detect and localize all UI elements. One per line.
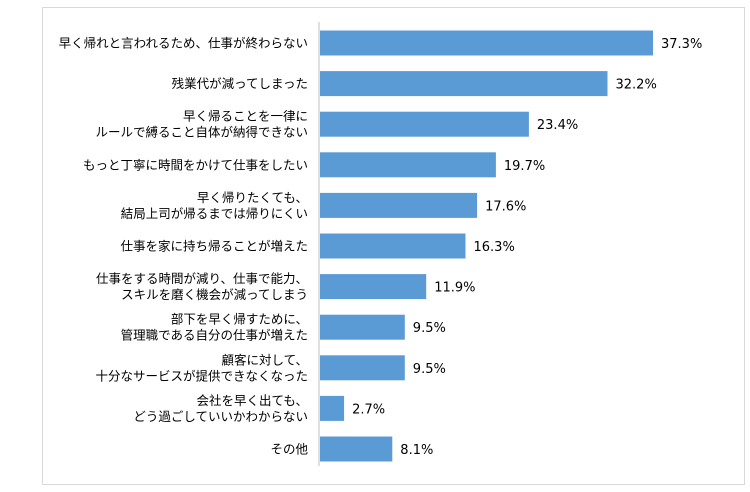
labels-layer: 37.3% 早く帰れと言われるため、仕事が終わらない 32.2% 残業代が減ってしまっ…: [59, 36, 703, 459]
category-label-10-line-1: 会社を早く出ても、: [196, 393, 308, 408]
value-label-4: 19.7%: [504, 159, 545, 174]
category-label-8-line-1: 部下を早く帰すために、: [171, 312, 308, 327]
bars-layer: [320, 30, 653, 462]
bar-9: [320, 355, 405, 381]
value-label-11: 8.1%: [400, 443, 433, 458]
value-label-5: 17.6%: [485, 199, 526, 214]
value-label-8: 9.5%: [413, 321, 446, 336]
bar-7: [320, 274, 427, 300]
category-label-2: 残業代が減ってしまった: [172, 76, 308, 91]
bar-3: [320, 111, 529, 137]
value-label-3: 23.4%: [537, 118, 578, 133]
category-label-1: 早く帰れと言われるため、仕事が終わらない: [59, 36, 308, 51]
category-label-4: もっと丁寧に時間をかけて仕事をしたい: [83, 157, 308, 172]
bar-11: [320, 436, 393, 462]
value-label-10: 2.7%: [352, 402, 385, 417]
bar-5: [320, 192, 478, 218]
bar-2: [320, 71, 608, 97]
category-label-6: 仕事を家に持ち帰ることが増えた: [120, 239, 308, 254]
category-label-10-line-2: どう過ごしていいかわからない: [133, 409, 308, 424]
bar-8: [320, 314, 405, 340]
value-label-1: 37.3%: [661, 37, 702, 52]
bar-4: [320, 152, 496, 178]
category-label-3-line-1: 早く帰ることを一律に: [183, 109, 308, 124]
category-label-5-line-2: 結局上司が帰るまでは帰りにくい: [121, 206, 308, 221]
value-label-7: 11.9%: [434, 281, 475, 296]
value-label-6: 16.3%: [474, 240, 515, 255]
category-label-5-line-1: 早く帰りたくても、: [197, 190, 308, 205]
value-label-9: 9.5%: [413, 362, 446, 377]
value-label-2: 32.2%: [616, 78, 657, 93]
bar-1: [320, 30, 653, 56]
bar-6: [320, 233, 466, 259]
category-label-9-line-1: 顧客に対して、: [221, 352, 308, 367]
category-label-9-line-2: 十分なサービスが提供できなくなった: [95, 368, 308, 383]
bar-10: [320, 395, 345, 421]
category-label-7-line-2: スキルを磨く機会が減ってしまう: [121, 287, 308, 302]
category-label-3-line-2: ルールで縛ること自体が納得できない: [95, 125, 308, 140]
category-label-8-line-2: 管理職である自分の仕事が増えた: [121, 328, 308, 343]
category-label-11: その他: [270, 442, 308, 457]
category-label-7-line-1: 仕事をする時間が減り、仕事で能力、: [96, 271, 308, 286]
